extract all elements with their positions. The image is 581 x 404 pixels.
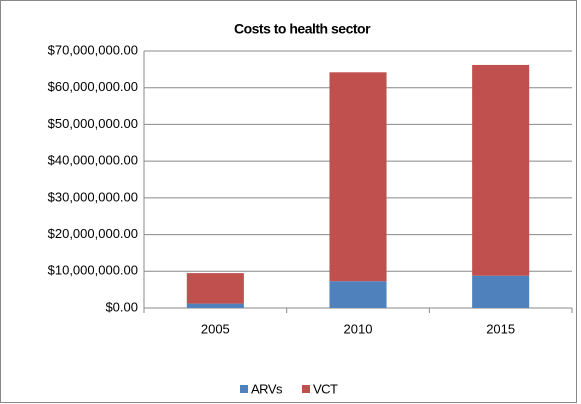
y-tick-label: $40,000,000.00 — [48, 153, 138, 168]
bar-segment — [472, 64, 530, 276]
bar-segment — [186, 303, 244, 308]
y-tick-label: $60,000,000.00 — [48, 79, 138, 94]
bar-segment — [329, 281, 387, 308]
y-tick-label: $70,000,000.00 — [48, 42, 138, 57]
y-tick-label: $0.00 — [105, 299, 138, 314]
x-tick-label: 2005 — [201, 321, 230, 336]
y-tick-label: $50,000,000.00 — [48, 116, 138, 131]
bar-segment — [186, 273, 244, 304]
y-tick-label: $30,000,000.00 — [48, 189, 138, 204]
legend-swatch — [240, 385, 248, 393]
x-tick-label: 2015 — [486, 321, 515, 336]
legend-swatch — [302, 385, 310, 393]
legend-label: ARVs — [251, 381, 283, 396]
bar-segment — [472, 275, 530, 308]
y-tick-label: $10,000,000.00 — [48, 263, 138, 278]
bar-segment — [329, 72, 387, 282]
y-tick-label: $20,000,000.00 — [48, 226, 138, 241]
x-tick-label: 2010 — [344, 321, 373, 336]
legend-label: VCT — [313, 381, 338, 396]
chart-title: Costs to health sector — [234, 21, 371, 37]
